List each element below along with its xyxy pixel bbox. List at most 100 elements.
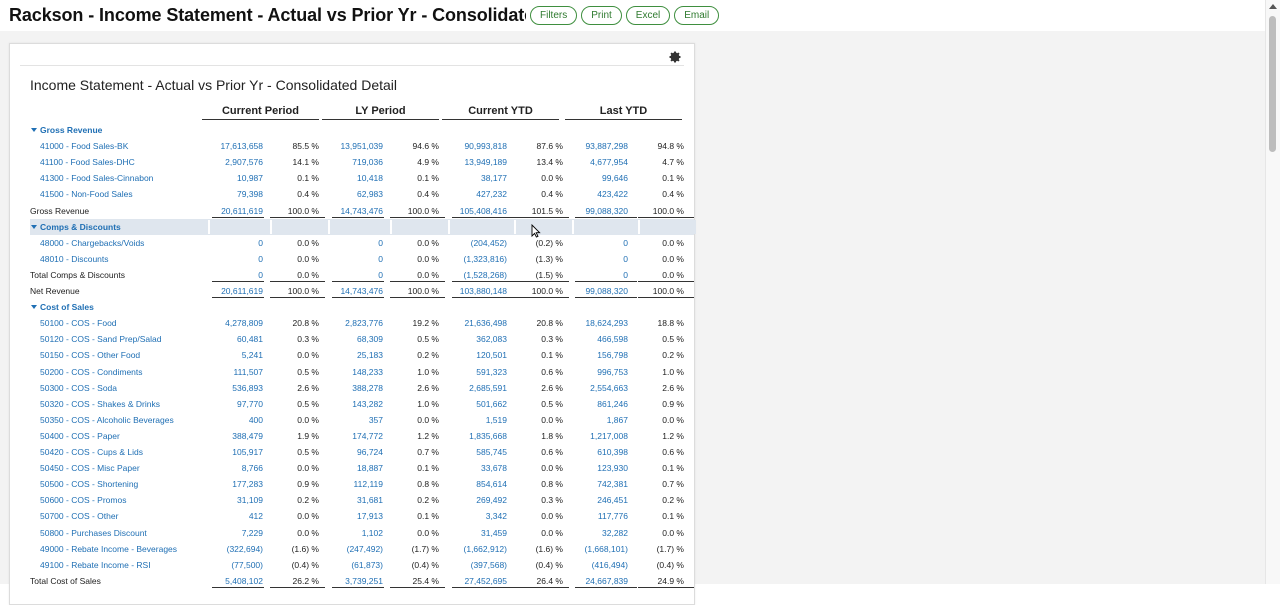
row-label[interactable]: 50400 - COS - Paper — [40, 430, 120, 441]
amount-cell[interactable]: 120,501 — [476, 350, 507, 361]
account-row[interactable]: 50300 - COS - Soda 536,893 2.6 % 388,278 2.6… — [30, 380, 694, 396]
vertical-scrollbar[interactable] — [1265, 0, 1280, 584]
caret-down-icon[interactable] — [31, 224, 37, 229]
row-label[interactable]: 50350 - COS - Alcoholic Beverages — [40, 414, 174, 425]
amount-cell[interactable]: 996,753 — [597, 366, 628, 377]
amount-cell[interactable]: 536,893 — [232, 382, 263, 393]
row-label[interactable]: 41100 - Food Sales-DHC — [40, 157, 135, 168]
amount-cell[interactable]: 0 — [378, 237, 383, 248]
account-row[interactable]: 41100 - Food Sales-DHC 2,907,576 14.1 % 719… — [30, 154, 694, 170]
amount-cell[interactable]: 174,772 — [352, 430, 383, 441]
amount-cell[interactable]: 742,381 — [597, 479, 628, 490]
amount-cell[interactable]: 10,418 — [357, 173, 383, 184]
amount-cell[interactable]: (1,662,912) — [463, 543, 507, 554]
account-row[interactable]: 50320 - COS - Shakes & Drinks 97,770 0.5 %… — [30, 396, 694, 412]
amount-cell[interactable]: 357 — [368, 414, 383, 425]
row-label[interactable]: 49100 - Rebate Income - RSI — [40, 559, 151, 570]
row-label[interactable]: 50100 - COS - Food — [40, 318, 117, 329]
amount-cell[interactable]: 31,459 — [481, 527, 507, 538]
amount-cell[interactable]: (247,492) — [346, 543, 383, 554]
row-label[interactable]: 50500 - COS - Shortening — [40, 479, 139, 490]
print-button[interactable]: Print — [581, 6, 622, 25]
account-row[interactable]: 50450 - COS - Misc Paper 8,766 0.0 % 18,887… — [30, 460, 694, 476]
account-row[interactable]: 41000 - Food Sales-BK 17,613,658 85.5 % 13,… — [30, 138, 694, 154]
amount-cell[interactable]: 60,481 — [237, 334, 263, 345]
amount-cell[interactable]: 3,342 — [485, 511, 507, 522]
row-label[interactable]: 41300 - Food Sales-Cinnabon — [40, 173, 154, 184]
amount-cell[interactable]: 13,949,189 — [464, 157, 507, 168]
caret-down-icon[interactable] — [31, 128, 37, 132]
amount-cell[interactable]: 117,776 — [597, 511, 628, 522]
account-row[interactable]: 49100 - Rebate Income - RSI (77,500) (0.4)… — [30, 557, 694, 573]
row-label[interactable]: 50800 - Purchases Discount — [40, 527, 147, 538]
amount-cell[interactable]: 2,554,663 — [590, 382, 628, 393]
amount-cell[interactable]: (416,494) — [591, 559, 628, 570]
row-label[interactable]: Cost of Sales — [40, 302, 94, 313]
row-label[interactable]: 50150 - COS - Other Food — [40, 350, 141, 361]
amount-cell[interactable]: 0 — [258, 253, 263, 264]
amount-cell[interactable]: 5,241 — [241, 350, 263, 361]
amount-cell[interactable]: 21,636,498 — [464, 318, 507, 329]
amount-cell[interactable]: 93,887,298 — [585, 141, 628, 152]
row-label[interactable]: 50300 - COS - Soda — [40, 382, 118, 393]
row-label[interactable]: 50200 - COS - Condiments — [40, 366, 143, 377]
amount-cell[interactable]: 143,282 — [352, 398, 383, 409]
amount-cell[interactable]: 79,398 — [237, 189, 263, 200]
amount-cell[interactable]: 466,598 — [597, 334, 628, 345]
amount-cell[interactable]: (77,500) — [231, 559, 263, 570]
amount-cell[interactable]: 38,177 — [481, 173, 507, 184]
amount-cell[interactable]: 4,278,809 — [225, 318, 263, 329]
account-row[interactable]: 50100 - COS - Food 4,278,809 20.8 % 2,823,7… — [30, 315, 694, 331]
scroll-up-arrow-icon[interactable] — [1269, 4, 1277, 9]
amount-cell[interactable]: 1,835,668 — [469, 430, 507, 441]
account-row[interactable]: 50120 - COS - Sand Prep/Salad 60,481 0.3 %… — [30, 331, 694, 347]
amount-cell[interactable]: (397,568) — [470, 559, 507, 570]
account-row[interactable]: 49000 - Rebate Income - Beverages (322,69… — [30, 541, 694, 557]
amount-cell[interactable]: 1,519 — [485, 414, 507, 425]
row-label[interactable]: 49000 - Rebate Income - Beverages — [40, 543, 178, 554]
account-row[interactable]: 50400 - COS - Paper 388,479 1.9 % 174,772 1.… — [30, 428, 694, 444]
amount-cell[interactable]: 177,283 — [232, 479, 263, 490]
scroll-thumb[interactable] — [1269, 16, 1276, 152]
amount-cell[interactable]: (61,873) — [351, 559, 383, 570]
amount-cell[interactable]: 246,451 — [597, 495, 628, 506]
account-row[interactable]: 50600 - COS - Promos 31,109 0.2 % 31,681 0.2… — [30, 492, 694, 508]
amount-cell[interactable]: 7,229 — [241, 527, 263, 538]
row-label[interactable]: 50450 - COS - Misc Paper — [40, 463, 140, 474]
amount-cell[interactable]: 610,398 — [597, 447, 628, 457]
amount-cell[interactable]: 1,217,008 — [590, 430, 628, 441]
amount-cell[interactable]: 33,678 — [481, 463, 507, 474]
amount-cell[interactable]: 501,662 — [476, 398, 507, 409]
amount-cell[interactable]: 99,646 — [602, 173, 628, 184]
amount-cell[interactable]: 854,614 — [476, 479, 507, 490]
amount-cell[interactable]: 2,685,591 — [469, 382, 507, 393]
account-row[interactable]: 50800 - Purchases Discount 7,229 0.0 % 1,10… — [30, 525, 694, 541]
row-label[interactable]: 48010 - Discounts — [40, 253, 109, 264]
email-button[interactable]: Email — [674, 6, 720, 25]
row-label[interactable]: 41500 - Non-Food Sales — [40, 189, 133, 200]
row-label[interactable]: 48000 - Chargebacks/Voids — [40, 237, 145, 248]
account-row[interactable]: 50420 - COS - Cups & Lids 105,917 0.5 % 96,… — [30, 444, 694, 460]
amount-cell[interactable]: 25,183 — [357, 350, 383, 361]
row-label[interactable]: Gross Revenue — [40, 125, 103, 135]
amount-cell[interactable]: 97,770 — [237, 398, 263, 409]
amount-cell[interactable]: 0 — [623, 253, 628, 264]
row-label[interactable]: 50120 - COS - Sand Prep/Salad — [40, 334, 162, 345]
amount-cell[interactable]: 18,887 — [357, 463, 383, 474]
account-row[interactable]: 50350 - COS - Alcoholic Beverages 400 0.0 … — [30, 412, 694, 428]
amount-cell[interactable]: 31,681 — [357, 495, 383, 506]
amount-cell[interactable]: 1,102 — [361, 527, 383, 538]
account-row[interactable]: 41300 - Food Sales-Cinnabon 10,987 0.1 % 10… — [30, 170, 694, 186]
amount-cell[interactable]: 105,917 — [232, 447, 263, 457]
amount-cell[interactable]: 62,983 — [357, 189, 383, 200]
amount-cell[interactable]: (322,694) — [226, 543, 263, 554]
amount-cell[interactable]: (204,452) — [470, 237, 507, 248]
account-row[interactable]: 50700 - COS - Other 412 0.0 % 17,913 0.1 % 3,… — [30, 508, 694, 524]
row-label[interactable]: Comps & Discounts — [40, 221, 121, 232]
amount-cell[interactable]: (1,323,816) — [463, 253, 507, 264]
gear-icon[interactable] — [668, 50, 682, 64]
account-row[interactable]: 50150 - COS - Other Food 5,241 0.0 % 25,183… — [30, 347, 694, 363]
amount-cell[interactable]: 90,993,818 — [464, 141, 507, 152]
amount-cell[interactable]: (1,668,101) — [584, 543, 628, 554]
amount-cell[interactable]: 10,987 — [237, 173, 263, 184]
